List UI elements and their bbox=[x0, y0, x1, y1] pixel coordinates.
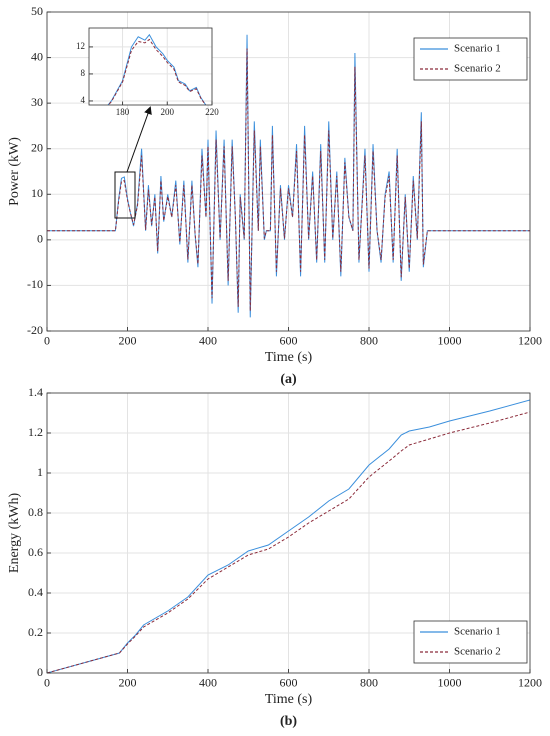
x-tick-label: 0 bbox=[44, 334, 50, 348]
y-tick-label: 50 bbox=[31, 4, 43, 18]
x-tick-label: 180 bbox=[116, 107, 130, 117]
series-line bbox=[107, 38, 207, 105]
caption: (b) bbox=[280, 714, 297, 729]
x-tick-label: 400 bbox=[199, 676, 217, 690]
plot-frame bbox=[88, 27, 213, 106]
x-tick-label: 200 bbox=[119, 676, 137, 690]
x-tick-label: 0 bbox=[44, 676, 50, 690]
x-tick-label: 800 bbox=[360, 676, 378, 690]
y-tick-label: 0.2 bbox=[28, 625, 43, 639]
legend-box bbox=[413, 37, 528, 81]
y-tick-label: 12 bbox=[76, 41, 85, 51]
x-tick-label: 200 bbox=[161, 107, 175, 117]
y-tick-label: -20 bbox=[27, 323, 43, 337]
series-line bbox=[47, 48, 530, 311]
caption: (a) bbox=[280, 372, 297, 387]
y-tick-label: 0 bbox=[37, 665, 43, 679]
x-tick-label: 600 bbox=[280, 676, 298, 690]
y-tick-label: 30 bbox=[31, 95, 43, 109]
y-axis-label: Energy (kWh) bbox=[7, 493, 22, 574]
y-tick-label: 0.6 bbox=[28, 545, 43, 559]
x-tick-label: 400 bbox=[199, 334, 217, 348]
x-tick-label: 1000 bbox=[438, 676, 462, 690]
plot-frame bbox=[46, 392, 531, 674]
y-tick-label: 1 bbox=[37, 465, 43, 479]
x-tick-label: 200 bbox=[119, 334, 137, 348]
y-tick-label: 0.8 bbox=[28, 505, 43, 519]
x-tick-label: 1200 bbox=[518, 334, 542, 348]
y-tick-label: 20 bbox=[31, 140, 43, 154]
y-tick-label: 0 bbox=[37, 232, 43, 246]
legend-box bbox=[413, 620, 528, 664]
plot-frame bbox=[46, 11, 531, 332]
zoom-arrow bbox=[126, 106, 152, 173]
y-tick-label: 40 bbox=[31, 49, 43, 63]
legend-label: Scenario 2 bbox=[454, 63, 501, 75]
zoom-box bbox=[114, 171, 136, 219]
y-tick-label: 4 bbox=[81, 95, 86, 105]
series-line bbox=[47, 411, 530, 673]
legend-label: Scenario 2 bbox=[454, 646, 501, 658]
x-tick-label: 800 bbox=[360, 334, 378, 348]
y-tick-label: 8 bbox=[81, 68, 86, 78]
legend-label: Scenario 1 bbox=[454, 43, 501, 55]
series-line bbox=[47, 399, 530, 673]
x-tick-label: 1000 bbox=[438, 334, 462, 348]
x-axis-label: Time (s) bbox=[265, 692, 313, 707]
x-tick-label: 220 bbox=[205, 107, 219, 117]
x-tick-label: 600 bbox=[280, 334, 298, 348]
y-axis-label: Power (kW) bbox=[7, 137, 22, 206]
legend-label: Scenario 1 bbox=[454, 626, 501, 638]
y-tick-label: 10 bbox=[31, 186, 43, 200]
y-tick-label: -10 bbox=[27, 277, 43, 291]
y-tick-label: 1.4 bbox=[28, 385, 43, 399]
y-tick-label: 1.2 bbox=[28, 425, 43, 439]
plot-area bbox=[89, 28, 212, 105]
y-tick-label: 0.4 bbox=[28, 585, 43, 599]
x-tick-label: 1200 bbox=[518, 676, 542, 690]
series-line bbox=[47, 34, 530, 318]
x-axis-label: Time (s) bbox=[265, 350, 313, 365]
